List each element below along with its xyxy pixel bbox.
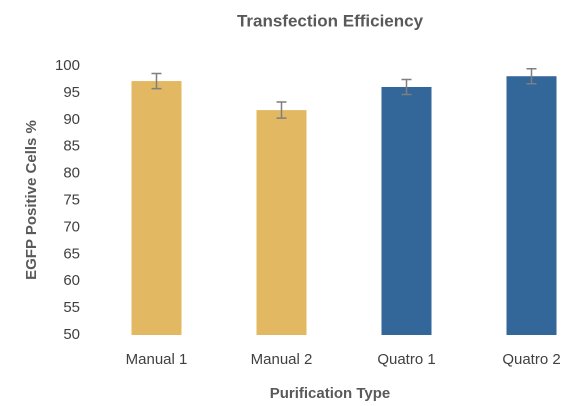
chart-title: Transfection Efficiency — [237, 11, 424, 30]
y-tick-label: 80 — [63, 165, 80, 182]
error-bar — [526, 67, 537, 85]
y-tick-label: 85 — [63, 138, 80, 155]
bar — [506, 76, 557, 336]
y-tick-label: 65 — [63, 245, 80, 262]
error-bar — [151, 72, 162, 90]
error-bar — [401, 78, 412, 96]
x-tick-label: Manual 1 — [126, 351, 188, 368]
x-axis-label: Purification Type — [270, 385, 391, 402]
error-bar — [276, 101, 287, 119]
y-tick-label: 90 — [63, 111, 80, 128]
x-tick-label: Manual 2 — [251, 351, 313, 368]
y-tick-label: 60 — [63, 272, 80, 289]
x-tick-label: Quatro 2 — [502, 351, 560, 368]
y-tick-label: 75 — [63, 191, 80, 208]
x-tick-label: Quatro 1 — [377, 351, 435, 368]
bar — [131, 81, 182, 336]
y-tick-label: 70 — [63, 218, 80, 235]
y-tick-label: 95 — [63, 84, 80, 101]
bar — [256, 110, 307, 335]
bar — [381, 86, 432, 336]
y-axis-label: EGFP Positive Cells % — [23, 120, 40, 280]
y-tick-label: 55 — [63, 299, 80, 316]
y-tick-label: 50 — [63, 326, 80, 343]
y-tick-label: 100 — [55, 57, 80, 74]
